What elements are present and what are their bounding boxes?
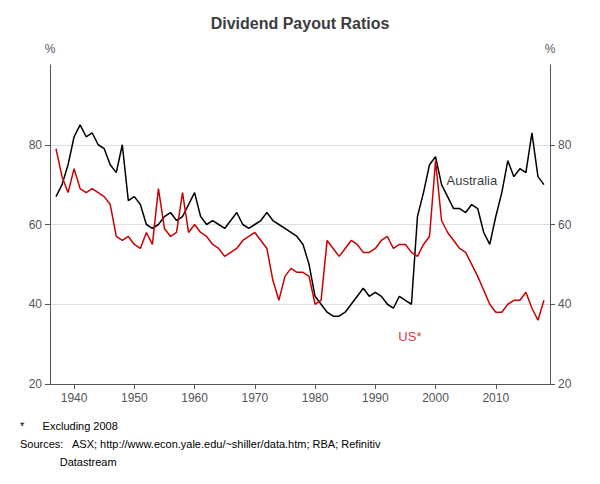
svg-text:20: 20 <box>558 377 572 391</box>
svg-text:60: 60 <box>29 218 43 232</box>
svg-text:20: 20 <box>29 377 43 391</box>
svg-text:US*: US* <box>398 329 421 344</box>
svg-text:1990: 1990 <box>362 391 389 405</box>
svg-text:Sources: ASX; http://www.eco: Sources: ASX; http://www.econ.yale.edu/~… <box>20 438 381 450</box>
svg-text:1940: 1940 <box>61 391 88 405</box>
svg-text:Australia: Australia <box>447 173 498 188</box>
svg-text:%: % <box>545 42 556 56</box>
svg-text:1980: 1980 <box>302 391 329 405</box>
svg-text:40: 40 <box>29 297 43 311</box>
svg-text:1950: 1950 <box>121 391 148 405</box>
svg-text:80: 80 <box>558 138 572 152</box>
svg-text:60: 60 <box>558 218 572 232</box>
svg-text:1960: 1960 <box>181 391 208 405</box>
svg-text:Datastream: Datastream <box>20 456 117 468</box>
svg-text:1970: 1970 <box>241 391 268 405</box>
svg-text:* Excluding 2008: * Excluding 2008 <box>20 420 118 432</box>
svg-text:Dividend Payout Ratios: Dividend Payout Ratios <box>211 15 390 32</box>
svg-text:%: % <box>45 42 56 56</box>
svg-text:2000: 2000 <box>422 391 449 405</box>
svg-text:80: 80 <box>29 138 43 152</box>
svg-text:2010: 2010 <box>482 391 509 405</box>
svg-text:40: 40 <box>558 297 572 311</box>
